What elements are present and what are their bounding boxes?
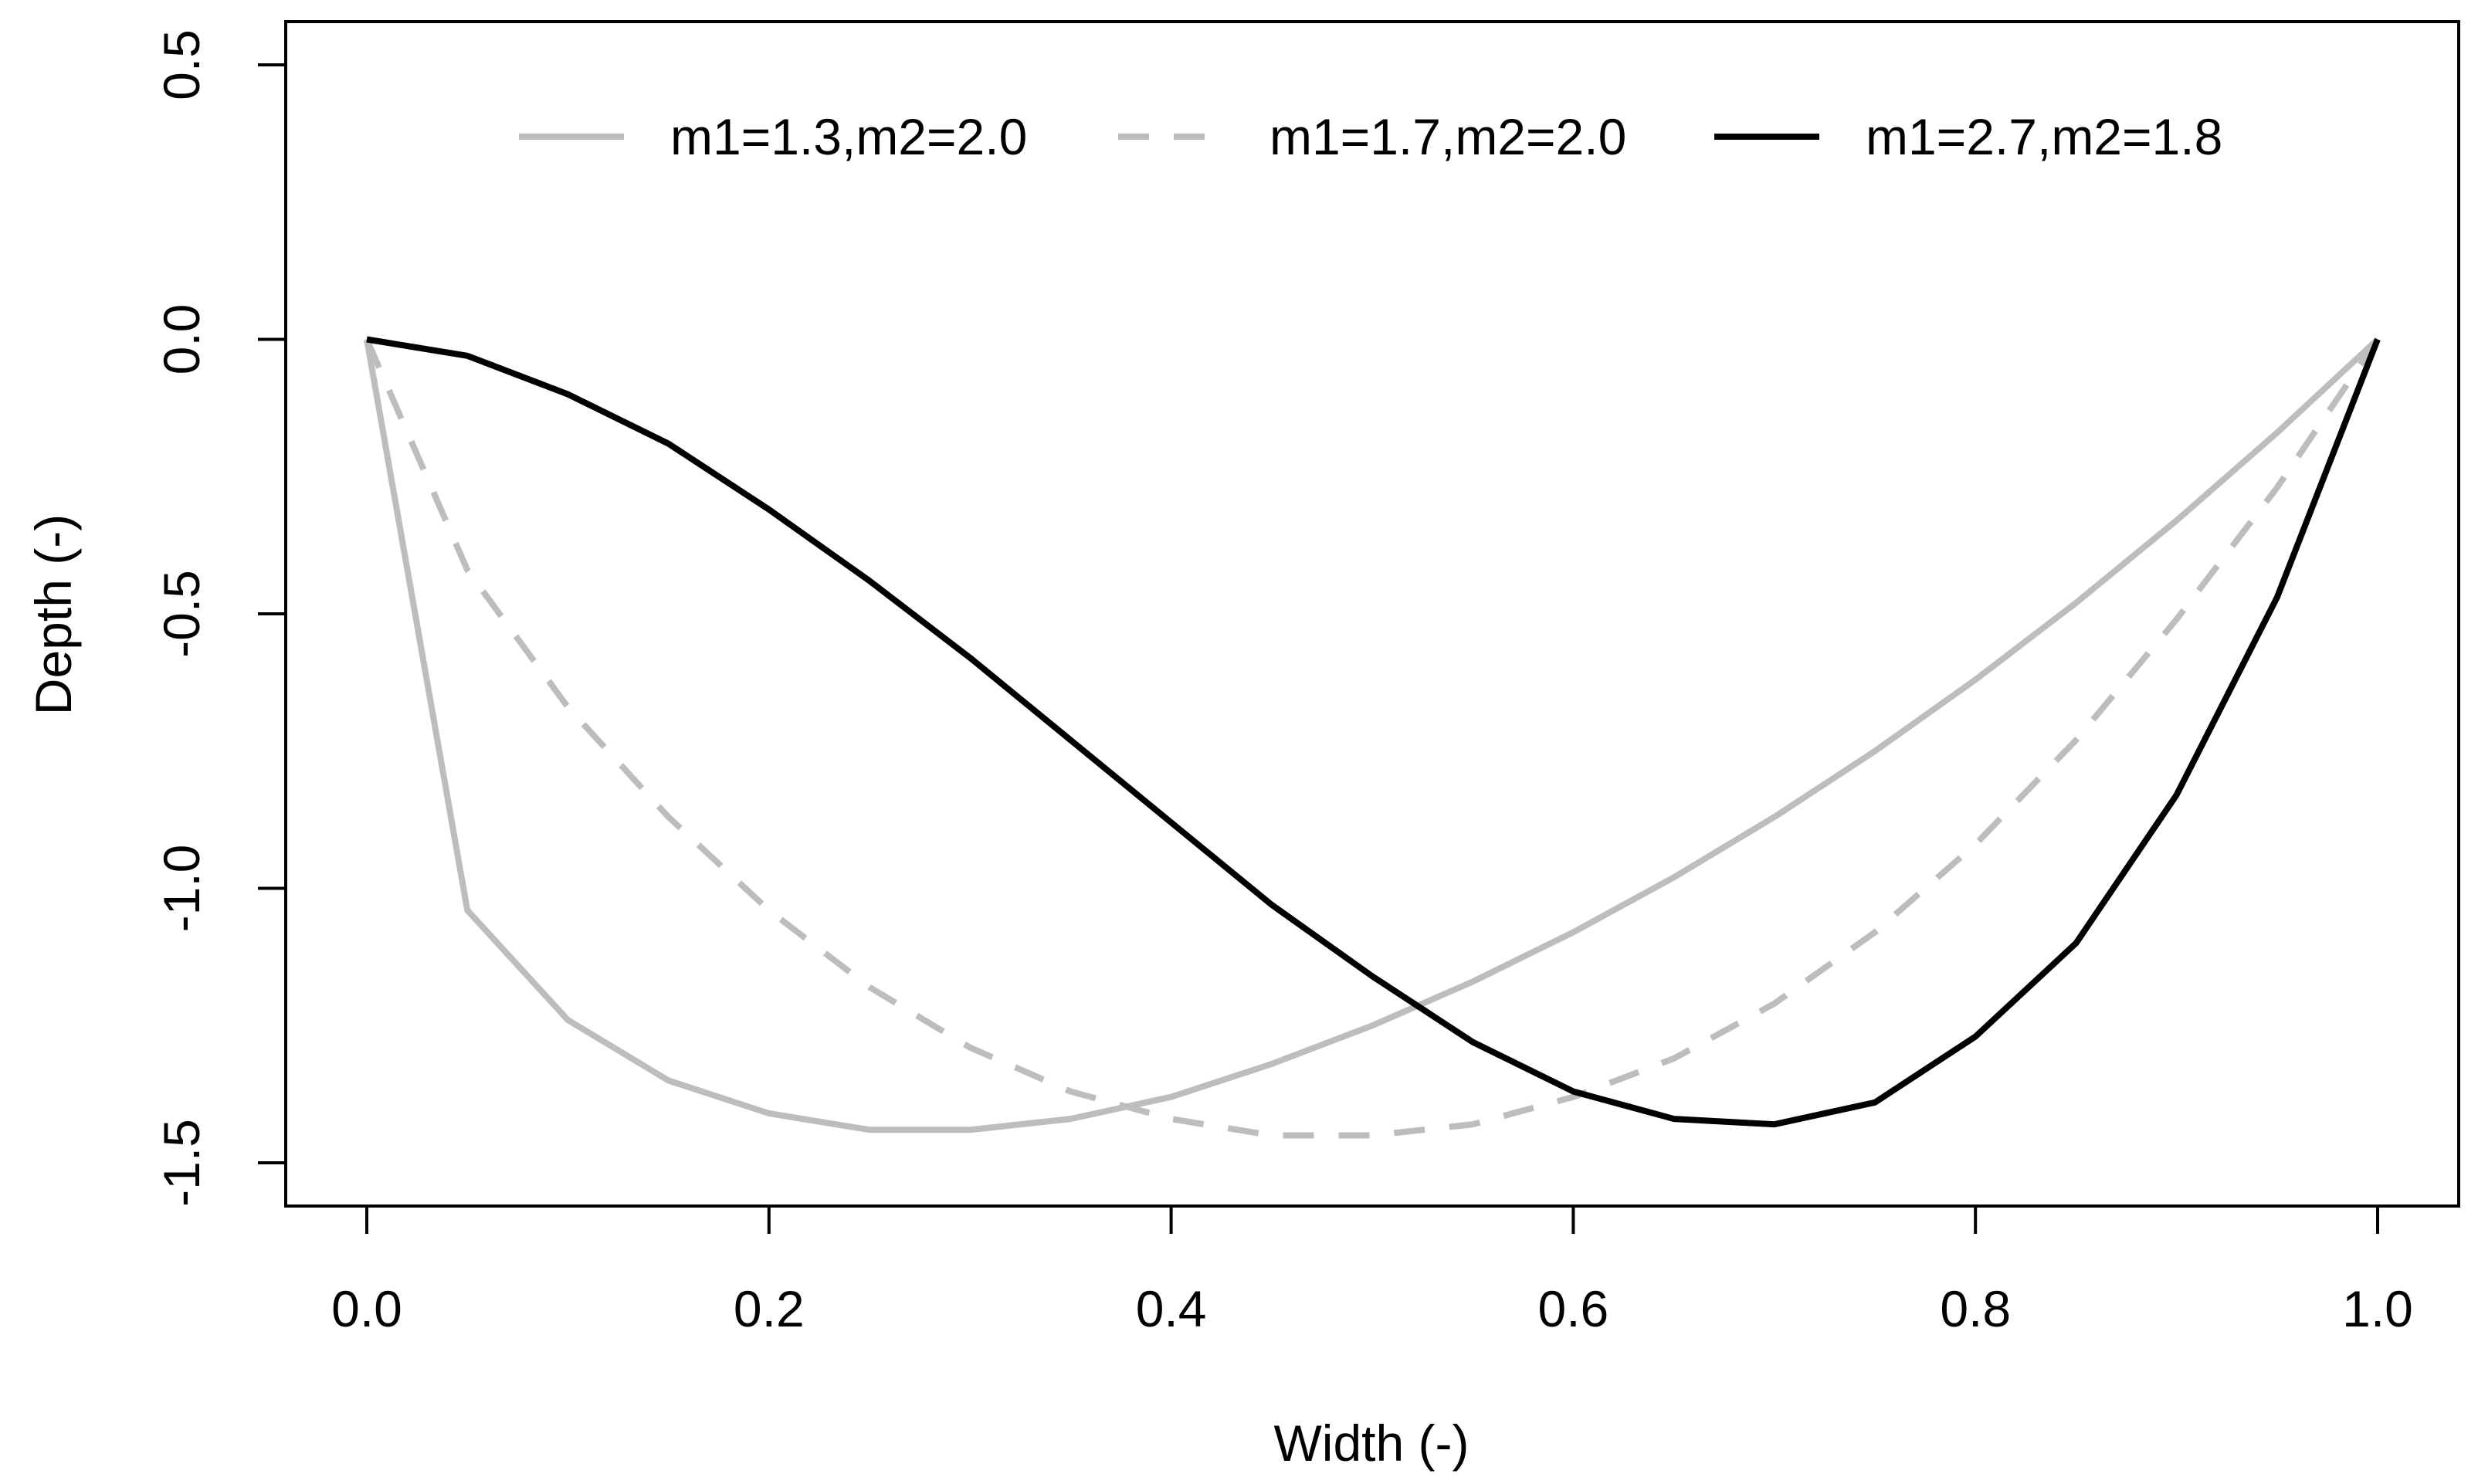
legend: m1=1.3,m2=2.0 m1=1.7,m2=2.0 m1=2.7,m2=1.8: [519, 108, 2222, 165]
x-tick-label: 0.8: [1940, 1280, 2011, 1337]
y-tick-label: -0.5: [153, 570, 210, 658]
x-tick-label: 0.4: [1136, 1280, 1207, 1337]
y-axis-title: Depth (-): [25, 514, 82, 715]
x-axis-title: Width (-): [1274, 1415, 1470, 1472]
legend-label-3: m1=2.7,m2=1.8: [1866, 108, 2222, 165]
legend-label-1: m1=1.3,m2=2.0: [670, 108, 1027, 165]
x-tick-label: 0.0: [331, 1280, 402, 1337]
y-tick-label: 0.5: [153, 29, 210, 100]
x-tick-label: 1.0: [2342, 1280, 2413, 1337]
legend-label-2: m1=1.7,m2=2.0: [1270, 108, 1626, 165]
series-line-1: [364, 337, 2380, 1133]
x-tick-label: 0.2: [734, 1280, 805, 1337]
y-axis: -1.5 -1.0 -0.5 0.0 0.5: [153, 29, 287, 1207]
series-line-3: [366, 336, 2381, 1128]
y-tick-label: 0.0: [153, 304, 210, 375]
series-line-2: [364, 337, 2381, 1139]
y-tick-label: -1.5: [153, 1119, 210, 1207]
x-axis: 0.0 0.2 0.4 0.6 0.8 1.0: [331, 1204, 2413, 1337]
x-tick-label: 0.6: [1538, 1280, 1609, 1337]
series-layer: [364, 336, 2381, 1139]
y-tick-label: -1.0: [153, 845, 210, 933]
